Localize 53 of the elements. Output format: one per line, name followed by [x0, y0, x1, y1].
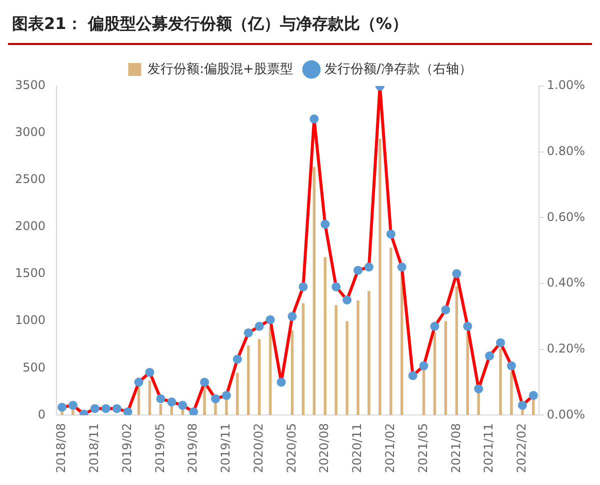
y-tick-label: 2000: [14, 219, 46, 234]
y-tick-label: 500: [22, 360, 46, 374]
bar: [302, 303, 305, 416]
chart-title: 图表21： 偏股型公募发行份额（亿）与净存款比（%）: [8, 8, 592, 45]
y2-tick-label: 0.20%: [546, 341, 586, 356]
y2-tick-label: 1.00%: [546, 78, 586, 92]
y2-tick-label: 0.00%: [546, 407, 586, 422]
bar: [499, 348, 502, 416]
bar: [346, 321, 348, 416]
x-tick-label: 2019/02: [120, 423, 134, 474]
bar: [368, 291, 370, 416]
bar: [455, 286, 458, 416]
x-tick-label: 2020/11: [350, 423, 364, 474]
x-tick-label: 2019/11: [218, 423, 233, 474]
y2-tick-label: 0.60%: [546, 210, 586, 224]
bar: [378, 138, 382, 416]
x-tick-label: 2020/05: [284, 423, 298, 474]
x-tick-label: 2021/02: [383, 423, 398, 474]
bar: [258, 338, 261, 416]
bar: [324, 257, 326, 416]
y2-tick-label: 0.80%: [546, 144, 586, 158]
x-tick-label: 2019/05: [152, 423, 167, 474]
bar: [444, 321, 448, 416]
legend-label: 发行份额/净存款（右轴）: [324, 62, 472, 77]
x-tick-label: 2020/08: [317, 423, 332, 474]
y-tick-label: 1000: [14, 313, 46, 328]
x-tick-label: 2021/11: [482, 423, 496, 474]
bar: [247, 346, 250, 416]
y-tick-label: 2500: [14, 172, 46, 186]
x-tick-label: 2022/02: [514, 423, 529, 474]
bar: [290, 330, 294, 416]
bar: [203, 386, 206, 416]
bar: [312, 166, 316, 416]
bar: [356, 300, 360, 416]
x-tick-label: 2021/05: [416, 423, 430, 474]
bar: [334, 305, 338, 416]
x-tick-label: 2021/08: [448, 423, 463, 474]
y2-tick-label: 0.40%: [546, 276, 586, 290]
legend-label: 发行份额:偏股混+股票型: [148, 62, 293, 77]
y-tick-label: 3500: [14, 78, 46, 92]
bar: [148, 380, 152, 416]
x-tick-label: 2020/02: [251, 423, 266, 474]
x-tick-label: 2019/08: [186, 423, 200, 474]
y-tick-label: 3000: [14, 125, 46, 140]
y-tick-label: 0: [38, 407, 46, 422]
bar: [236, 372, 239, 416]
bar: [510, 372, 513, 416]
bar: [477, 392, 480, 416]
y-tick-label: 1500: [14, 266, 46, 280]
x-tick-label: 2018/11: [87, 423, 102, 474]
bar: [390, 248, 392, 416]
bar: [433, 332, 436, 416]
x-tick-label: 2018/08: [54, 423, 68, 474]
